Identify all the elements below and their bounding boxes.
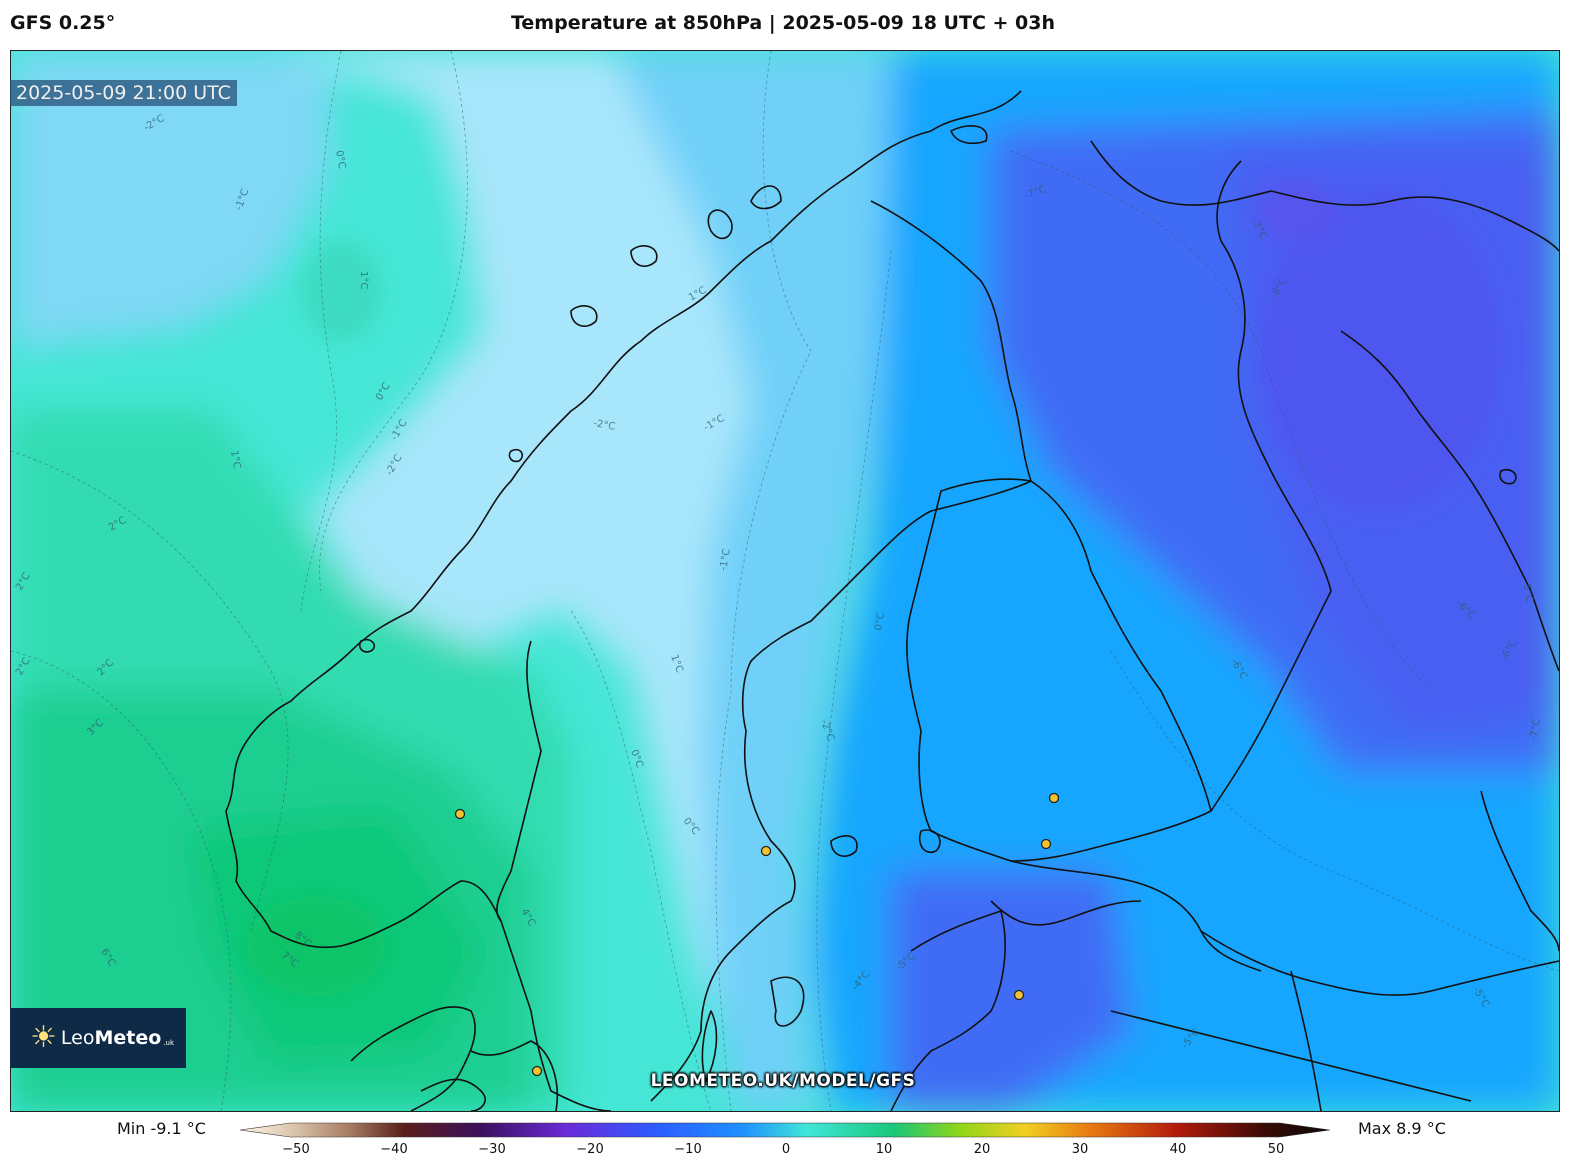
colorbar-tick-label: 50 [1267, 1142, 1285, 1157]
leometeo-logo[interactable]: ☀ LeoMeteo .uk [10, 1008, 186, 1068]
contour-label: -7°C [1528, 718, 1543, 742]
colorbar-tick-label: 40 [1169, 1142, 1187, 1157]
contour-label: 1°C [358, 271, 369, 289]
source-watermark: LEOMETEO.UK/MODEL/GFS [650, 1071, 916, 1091]
coastlines [225, 90, 1559, 1111]
chart-title: Temperature at 850hPa | 2025-05-09 18 UT… [510, 12, 1056, 34]
model-name: GFS 0.25° [10, 12, 116, 34]
colorbar-tick-label: −10 [674, 1142, 702, 1157]
isotherms [11, 51, 1559, 1111]
contour-label: 1°C [228, 450, 242, 470]
city-marker[interactable] [531, 1065, 543, 1077]
valid-time-label: 2025-05-09 21:00 UTC [10, 80, 237, 106]
map-canvas: -2°C 0°C -1°C 1°C 0°C -1°C -2°C 1°C 2°C … [11, 51, 1559, 1111]
city-marker[interactable] [1013, 989, 1025, 1001]
contour-label: 0°C [873, 612, 887, 632]
colorbar [240, 1122, 1330, 1138]
max-temperature-label: Max 8.9 °C [1358, 1119, 1446, 1138]
min-temperature-label: Min -9.1 °C [117, 1119, 206, 1138]
temperature-map[interactable]: -2°C 0°C -1°C 1°C 0°C -1°C -2°C 1°C 2°C … [10, 50, 1560, 1112]
city-marker[interactable] [760, 845, 772, 857]
colorbar-tick-label: −30 [478, 1142, 506, 1157]
city-marker[interactable] [1048, 792, 1060, 804]
colorbar-tick-label: 10 [875, 1142, 893, 1157]
city-marker[interactable] [1040, 838, 1052, 850]
colorbar-tick-label: 20 [973, 1142, 991, 1157]
colorbar-tick-label: −20 [576, 1142, 604, 1157]
colorbar-tick-label: −50 [282, 1142, 310, 1157]
city-marker[interactable] [454, 808, 466, 820]
colorbar-tick-label: 0 [781, 1142, 791, 1157]
colorbar-tick-label: −40 [380, 1142, 408, 1157]
sun-icon: ☀ [30, 1020, 57, 1055]
contour-label: 0°C [333, 150, 347, 170]
logo-text: LeoMeteo [60, 1027, 162, 1049]
contour-label: -2°C [592, 418, 616, 433]
contour-label: -1°C [718, 548, 733, 572]
logo-suffix: .uk [163, 1039, 175, 1047]
colorbar-tick-label: 30 [1071, 1142, 1089, 1157]
contour-label: -5°C [1520, 580, 1535, 604]
